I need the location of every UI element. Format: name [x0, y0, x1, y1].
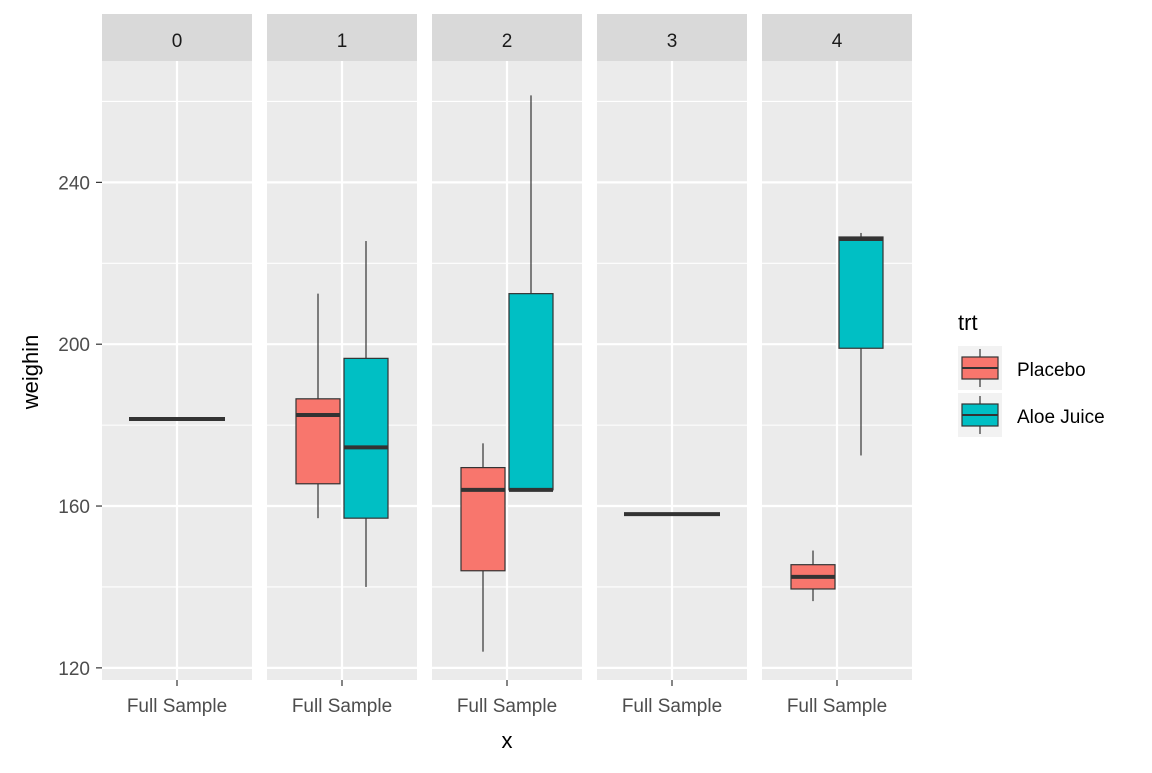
- y-tick-label: 200: [58, 335, 90, 356]
- legend-entry-placebo: Placebo: [958, 346, 1086, 390]
- box-2-aloe-juice: [508, 95, 554, 492]
- y-tick-label: 120: [58, 659, 90, 680]
- facet-strip-label: 0: [172, 31, 183, 52]
- legend: trt Placebo Aloe Juice: [958, 310, 1105, 437]
- facet-strip: [432, 14, 582, 61]
- box-body: [343, 357, 389, 519]
- x-tick-label: Full Sample: [457, 696, 557, 717]
- box-4-placebo: [790, 550, 836, 602]
- x-tick-label: Full Sample: [787, 696, 887, 717]
- x-tick-label: Full Sample: [127, 696, 227, 717]
- x-tick-label: Full Sample: [622, 696, 722, 717]
- legend-title: trt: [958, 310, 978, 335]
- y-axis-title: weighin: [18, 335, 43, 411]
- box-1-aloe-juice: [343, 241, 389, 587]
- facet-strip-label: 1: [337, 31, 348, 52]
- box-body: [460, 466, 506, 572]
- box-1-placebo: [295, 293, 341, 519]
- legend-label: Placebo: [1017, 360, 1086, 381]
- facet-panel-1: 1 Full Sample: [267, 14, 417, 717]
- x-tick-label: Full Sample: [292, 696, 392, 717]
- box-body: [838, 236, 884, 349]
- facet-strip-label: 3: [667, 31, 678, 52]
- facet-strip-label: 4: [832, 31, 843, 52]
- y-tick-label: 160: [58, 497, 90, 518]
- box-body: [295, 398, 341, 485]
- facet-panel-3: 3 Full Sample: [597, 14, 747, 717]
- facet-strip-label: 2: [502, 31, 513, 52]
- facet-panel-2: 2 Full Sample: [432, 14, 582, 717]
- facet-panel-0: 0 Full Sample: [102, 14, 252, 717]
- x-axis-title: x: [502, 728, 513, 753]
- facet-panels: 0 Full Sample 1 Full Sample 2 Full Sample 3 Ful…: [102, 14, 912, 717]
- box-4-aloe-juice: [838, 232, 884, 456]
- box-body: [508, 293, 554, 491]
- facet-strip: [597, 14, 747, 61]
- legend-label: Aloe Juice: [1017, 407, 1105, 428]
- facet-strip: [102, 14, 252, 61]
- y-axis: 120 160 200 240: [58, 173, 102, 680]
- facet-strip: [762, 14, 912, 61]
- facet-panel-4: 4 Full Sample: [762, 14, 912, 717]
- facet-strip: [267, 14, 417, 61]
- box-2-placebo: [460, 443, 506, 652]
- legend-entry-aloe-juice: Aloe Juice: [958, 393, 1105, 437]
- y-tick-label: 240: [58, 173, 90, 194]
